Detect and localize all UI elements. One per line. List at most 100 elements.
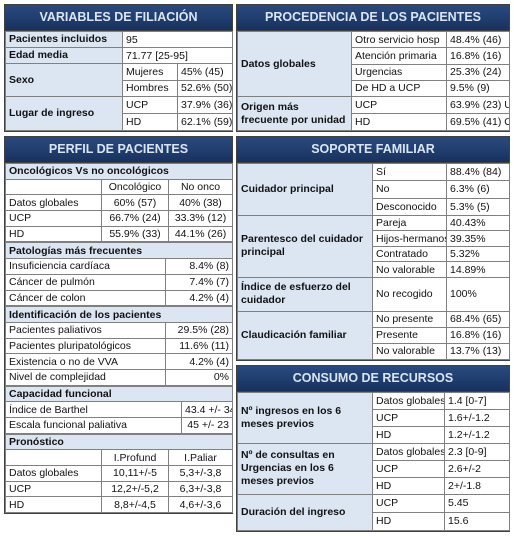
cell: 71.77 [25-95] [122,47,233,64]
cell: 4.2% (4) [164,353,234,370]
cell: 68.4% (65) [446,310,510,328]
cell: 40.43% [446,215,510,232]
cell: Datos globales [372,391,445,410]
cell: 63.9% (23) Urgencias [446,96,510,114]
cell: 12,2+/-5,2 [101,480,169,498]
cell: Existencia o no de VVA [5,353,166,370]
cell: 2.3 [0-9] [444,442,510,461]
cell: 43.4 +/- 34 [181,401,233,418]
column-header: I.Profund [101,449,169,467]
row: Cáncer de pulmón 7.4% (7) [5,273,233,291]
cell: Pareja [372,215,447,232]
section-table: Patologías más frecuentes Insuficiencia c… [5,242,233,307]
cell: 62.1% (59) [177,113,233,131]
group-label: Nº ingresos en los 6 meses previos [237,391,373,444]
row: UCP 12,2+/-5,2 6,3+/-3,8 [5,480,234,498]
cell: UCP [5,210,102,227]
group-label: Nº de consultas en Urgencias en los 6 me… [237,442,373,495]
panel: PROCEDENCIA DE LOS PACIENTES Datos global… [236,4,510,132]
cell: Nivel de complejidad [5,368,166,386]
section-table: Identificación de los pacientes Pacientes… [4,306,234,386]
cell: 55.9% (33) [101,225,169,243]
row: Capacidad funcional [5,385,233,403]
cell: Datos globales [372,442,445,461]
panel: CONSUMO DE RECURSOS Nº ingresos en los 6 … [236,364,510,532]
cell: 5.3% (5) [446,197,510,216]
cell: 1.4 [0-7] [444,391,510,410]
cell: HD [5,225,102,243]
row: Patologías más frecuentes [5,242,233,260]
row: Pacientes pluripatológicos 11.6% (11) [5,337,234,355]
row: Oncológicos Vs no oncológicos [4,163,234,180]
cell: 52.6% (50) [177,79,233,97]
row: HD 2+/-1.8 [238,476,510,495]
cell: Presente [372,326,447,344]
row: Índice de Barthel 43.4 +/- 34 [5,401,233,418]
cell: 5,3+/-3,8 [167,465,234,482]
cell: 5.45 [444,493,510,513]
cell: UCP [372,493,445,513]
row: HD 62.1% (59) [6,113,233,131]
cell: 7.4% (7) [165,273,233,291]
cell: No recogido [372,276,447,312]
cell: 44.1% (26) [167,225,234,243]
row: Lugar de ingreso UCP 37.9% (36) [5,96,233,131]
row: No valorable 14.89% [238,261,510,278]
cell: 5.32% [446,246,510,263]
cell: 9.5% (9) [446,79,510,98]
row: Oncológico No onco [5,178,234,196]
group-label: Índice de esfuerzo del cuidador [237,276,373,312]
cell: Escala funcional paliativa [5,417,182,434]
cell: 2+/-1.8 [444,476,510,495]
cell: 88.4% (84) [446,162,510,182]
section-heading: Pronóstico [4,433,234,451]
cell: 37.9% (36) [177,96,233,114]
cell: Hombres [122,79,178,97]
table: Nº ingresos en los 6 meses previos Datos … [237,391,510,531]
cell: Pacientes pluripatológicos [5,337,166,355]
row: Identificación de los pacientes [4,306,234,323]
cell: HD [351,113,447,131]
cell: No valorable [372,261,447,278]
cell: 14.89% [446,261,510,278]
left-column: VARIABLES DE FILIACIÓN Pacientes incluido… [4,4,234,518]
row: Datos globales 60% (57) 40% (38) [5,194,234,212]
cell: Cáncer de colon [5,289,166,307]
cell: 13.7% (13) [446,342,510,360]
cell: 15.6 [444,511,510,531]
row: UCP 66.7% (24) 33.3% (12) [5,210,234,227]
cell: UCP [122,96,178,114]
cell: HD [372,476,445,495]
cell: 8,8+/-4,5 [101,496,169,514]
column-header: I.Paliar [167,449,234,467]
row: Insuficiencia cardíaca 8.4% (8) [5,258,233,275]
panel-title: PROCEDENCIA DE LOS PACIENTES [237,5,509,31]
cell: 6,3+/-3,8 [167,480,234,498]
row: Índice de esfuerzo del cuidador No recogi… [237,276,510,312]
cell: 25.3% (24) [446,63,510,81]
row: No 6.3% (6) [238,180,510,199]
cell: 10,11+/-5 [101,465,169,482]
cell: HD [122,113,178,131]
cell: UCP [351,96,447,114]
panel-title: CONSUMO DE RECURSOS [237,365,509,392]
cell: Desconocido [372,197,447,216]
row: I.Profund I.Paliar [5,449,234,467]
row: HD 55.9% (33) 44.1% (26) [5,225,234,243]
cell: 11.6% (11) [164,337,234,355]
cell: 4.2% (4) [165,289,233,307]
cell: 29.5% (28) [164,321,234,339]
row: Nº de consultas en Urgencias en los 6 me… [237,442,510,495]
group-label: Origen más frecuente por unidad [237,96,352,131]
cell: HD [372,425,445,444]
cell: 6.3% (6) [446,180,510,199]
cell: UCP [5,480,102,498]
cell: 0% [164,368,234,386]
group-label: Sexo [5,63,123,97]
group-label: Edad media [5,47,123,64]
section-heading: Identificación de los pacientes [4,306,234,323]
section-table: Capacidad funcional Índice de Barthel 43.4… [5,385,233,434]
row: Atención primaria 16.8% (16) [238,47,510,65]
section-heading: Oncológicos Vs no oncológicos [4,163,234,180]
